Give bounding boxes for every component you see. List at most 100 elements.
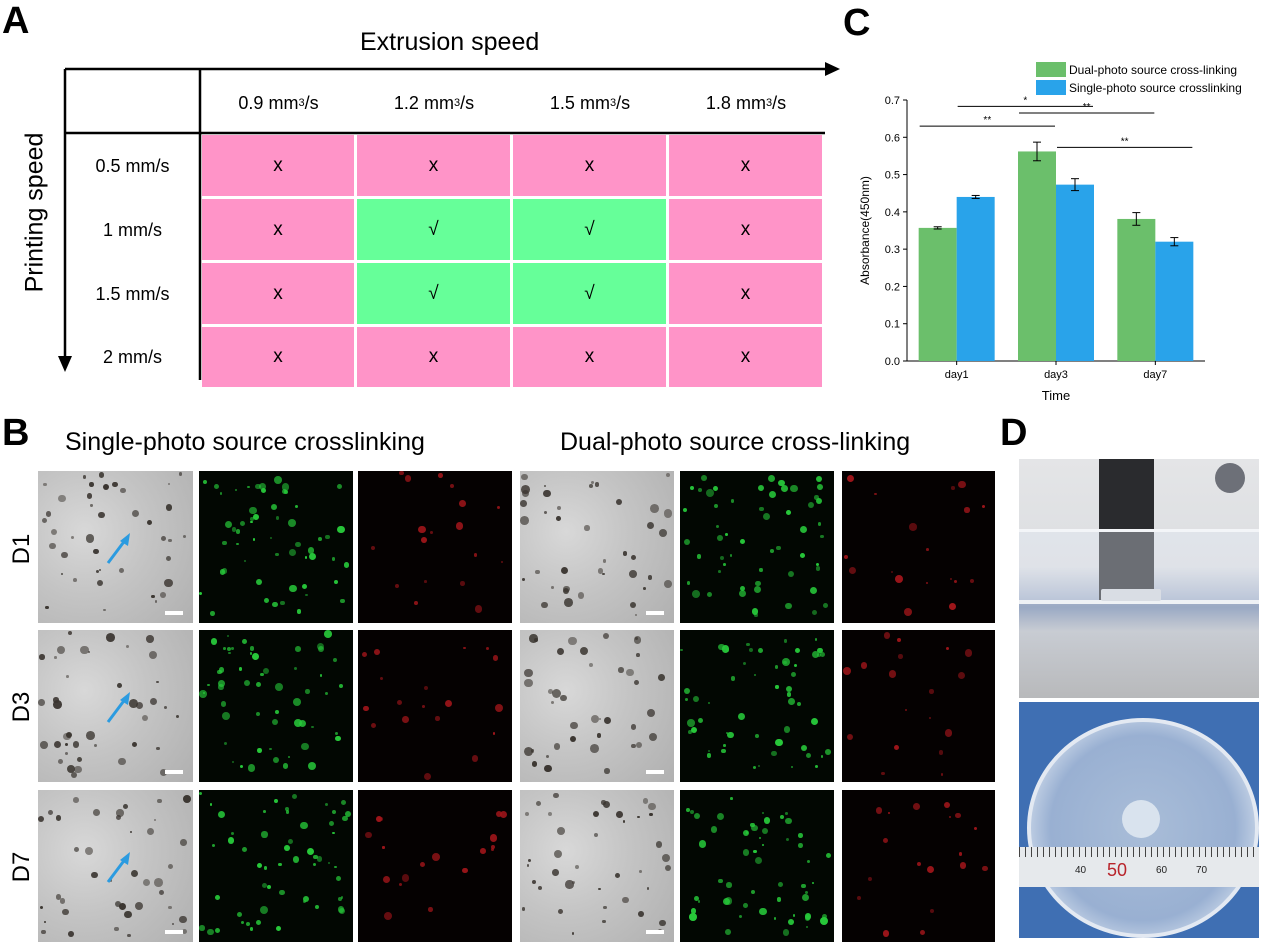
fluorescent-cell bbox=[261, 831, 268, 838]
cell-particle bbox=[615, 498, 623, 506]
cell-particle bbox=[160, 592, 166, 599]
fluorescent-cell bbox=[396, 700, 403, 706]
photo-top-view: 40 50 60 70 bbox=[1019, 702, 1259, 938]
cell-particle bbox=[556, 827, 565, 836]
fluorescent-cell bbox=[383, 876, 391, 884]
cell-particle bbox=[570, 735, 576, 742]
cell-particle bbox=[538, 886, 543, 891]
cell-particle bbox=[520, 516, 529, 526]
cell-particle bbox=[161, 535, 167, 541]
fluorescent-cell bbox=[807, 502, 814, 509]
cell-particle bbox=[54, 656, 57, 659]
fluorescent-cell bbox=[757, 764, 761, 768]
cell-r1-c1: √ bbox=[357, 199, 510, 260]
cell-particle bbox=[635, 652, 640, 657]
micrograph-d7-single-brightfield bbox=[38, 790, 193, 942]
fluorescent-cell bbox=[203, 479, 207, 484]
fluorescent-cell bbox=[226, 646, 231, 651]
cell-particle bbox=[545, 755, 549, 759]
fluorescent-cell bbox=[783, 725, 791, 733]
fluorescent-cell bbox=[820, 916, 829, 925]
y-tick-label: 0.3 bbox=[885, 244, 900, 256]
fluorescent-cell bbox=[272, 718, 279, 725]
fluorescent-cell bbox=[816, 475, 823, 483]
fluorescent-cell bbox=[419, 861, 425, 867]
fluorescent-cell bbox=[785, 510, 791, 516]
cell-particle bbox=[631, 743, 636, 749]
fluorescent-cell bbox=[247, 763, 256, 772]
fluorescent-cell bbox=[812, 610, 818, 616]
cell-particle bbox=[164, 578, 173, 588]
fluorescent-cell bbox=[725, 532, 729, 536]
cell-particle bbox=[529, 634, 538, 643]
y-axis-title: Absorbance(450nm) bbox=[858, 176, 872, 285]
fluorescent-cell bbox=[217, 669, 222, 675]
fluorescent-cell bbox=[717, 570, 721, 574]
fluorescent-cell bbox=[805, 925, 808, 928]
fluorescent-cell bbox=[955, 812, 961, 819]
cell-particle bbox=[89, 482, 94, 487]
fluorescent-cell bbox=[496, 505, 500, 509]
fluorescent-cell bbox=[361, 651, 367, 658]
cell-particle bbox=[105, 632, 115, 642]
fluorescent-cell bbox=[402, 874, 410, 882]
fluorescent-cell bbox=[738, 712, 746, 720]
fluorescent-cell bbox=[323, 630, 332, 639]
cell-particle bbox=[112, 482, 118, 488]
cell-particle bbox=[648, 802, 656, 811]
cell-particle bbox=[588, 663, 594, 668]
y-tick-label: 0.6 bbox=[885, 132, 900, 144]
fluorescent-cell bbox=[715, 524, 720, 528]
fluorescent-cell bbox=[751, 890, 756, 895]
cell-particle bbox=[146, 635, 154, 643]
fluorescent-cell bbox=[785, 602, 792, 609]
cell-particle bbox=[156, 680, 159, 684]
fluorescent-cell bbox=[775, 738, 783, 747]
fluorescent-cell bbox=[949, 603, 957, 611]
cell-particle bbox=[638, 910, 644, 917]
fluorescent-cell bbox=[294, 718, 303, 727]
cell-particle bbox=[167, 863, 174, 870]
cell-r0-c0: x bbox=[202, 135, 354, 196]
fluorescent-cell bbox=[207, 683, 210, 687]
cell-particle bbox=[120, 487, 126, 494]
fluorescent-cell bbox=[293, 856, 300, 863]
cell-particle bbox=[116, 809, 124, 817]
fluorescent-cell bbox=[721, 749, 726, 754]
fluorescent-cell bbox=[847, 733, 854, 740]
x-tick-label: day7 bbox=[1143, 369, 1167, 381]
fluorescent-cell bbox=[817, 653, 821, 657]
fluorescent-cell bbox=[712, 485, 718, 491]
fluorescent-cell bbox=[379, 677, 383, 681]
cell-particle bbox=[602, 572, 605, 575]
cell-particle bbox=[649, 733, 658, 742]
cell-particle bbox=[622, 819, 626, 823]
cell-particle bbox=[60, 572, 63, 575]
fluorescent-cell bbox=[343, 562, 349, 568]
fluorescent-cell bbox=[762, 812, 765, 815]
fluorescent-cell bbox=[898, 654, 903, 659]
fluorescent-cell bbox=[422, 704, 425, 708]
fluorescent-cell bbox=[250, 520, 253, 524]
fluorescent-cell bbox=[303, 895, 310, 903]
fluorescent-cell bbox=[456, 522, 464, 530]
cell-r3-c2: x bbox=[513, 327, 666, 387]
fluorescent-cell bbox=[860, 662, 868, 669]
scale-bar bbox=[165, 770, 183, 774]
fluorescent-cell bbox=[753, 585, 761, 594]
cell-particle bbox=[40, 905, 44, 909]
y-tick-label: 0.0 bbox=[885, 356, 900, 368]
cell-particle bbox=[643, 587, 647, 591]
fluorescent-cell bbox=[723, 563, 727, 567]
cell-particle bbox=[552, 688, 562, 698]
fluorescent-cell bbox=[917, 862, 922, 867]
micrograph-d3-dual-green bbox=[680, 630, 834, 782]
ruler-label-70: 70 bbox=[1196, 865, 1208, 876]
fluorescent-cell bbox=[941, 773, 944, 776]
fluorescent-cell bbox=[755, 733, 760, 738]
fluorescent-cell bbox=[775, 665, 779, 669]
panel-a-axes bbox=[58, 62, 840, 380]
fluorescent-cell bbox=[249, 652, 253, 655]
cell-particle bbox=[79, 645, 89, 655]
fluorescent-cell bbox=[926, 548, 930, 552]
